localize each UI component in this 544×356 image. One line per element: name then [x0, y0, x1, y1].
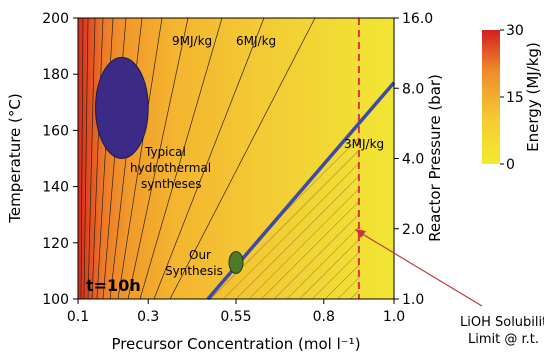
y-axis-ticks: 100 120 140 160 180 200 — [42, 11, 78, 308]
colorbar-ticks: 0 15 30 — [500, 23, 524, 173]
x-tick-label: 1.0 — [383, 309, 405, 325]
y-tick-label: 200 — [42, 11, 69, 27]
contour-line — [83, 18, 89, 299]
right-tick-label: 16.0 — [402, 11, 433, 27]
our-synthesis-label-line2: Synthesis — [165, 264, 223, 278]
right-tick-label: 4.0 — [402, 152, 424, 168]
x-axis-title: Precursor Concentration (mol l⁻¹) — [111, 335, 360, 353]
colorbar-tick-label: 30 — [506, 23, 524, 39]
time-label: t=10h — [86, 276, 141, 295]
contour-line — [139, 18, 223, 299]
solubility-arrow-shaft — [358, 231, 483, 307]
right-tick-label: 1.0 — [402, 292, 424, 308]
contour-label-3: 3MJ/kg — [344, 137, 384, 151]
contour-label-9: 9MJ/kg — [172, 34, 212, 48]
x-tick-label: 0.55 — [220, 309, 251, 325]
plot-area — [77, 17, 396, 301]
contour-line — [127, 18, 189, 299]
y-tick-label: 140 — [42, 180, 69, 196]
x-axis-ticks: 0.1 0.3 0.55 0.8 1.0 — [67, 299, 405, 325]
y-tick-label: 160 — [42, 123, 69, 139]
right-axis-title: Reactor Pressure (bar) — [426, 74, 444, 242]
contour-line — [117, 18, 163, 299]
solubility-label-line1: LiOH Solubility — [460, 315, 544, 330]
our-synthesis-marker — [228, 250, 244, 274]
typical-label-line1: Typical — [144, 145, 186, 159]
x-tick-label: 0.1 — [67, 309, 89, 325]
x-tick-label: 0.8 — [313, 309, 335, 325]
colorbar-tick-label: 0 — [506, 157, 515, 173]
contour-line — [91, 18, 104, 299]
typical-synthesis-region — [95, 56, 149, 159]
colorbar: 0 15 30 Energy (MJ/kg) — [482, 23, 542, 173]
x-tick-label: 0.3 — [137, 309, 159, 325]
y-axis-title: Temperature (°C) — [6, 93, 24, 223]
contour-lines — [80, 18, 316, 299]
typical-label-line2: hydrothermal — [130, 161, 211, 175]
contour-line — [80, 18, 84, 299]
contour-line — [87, 18, 96, 299]
right-tick-label: 8.0 — [402, 81, 424, 97]
our-synthesis-label-line1: Our — [189, 248, 211, 262]
contour-label-6: 6MJ/kg — [236, 34, 276, 48]
contour-line — [153, 18, 265, 299]
colorbar-title: Energy (MJ/kg) — [524, 42, 542, 152]
colorbar-gradient — [482, 30, 500, 164]
solubility-annotation: LiOH Solubility Limit @ r.t. — [355, 229, 544, 347]
y-tick-label: 180 — [42, 67, 69, 83]
contour-line — [109, 18, 143, 299]
right-axis-ticks: 1.0 2.0 4.0 8.0 16.0 — [394, 11, 433, 308]
colorbar-tick-label: 15 — [506, 90, 524, 106]
typical-label-line3: syntheses — [141, 177, 202, 191]
contour-line — [169, 18, 316, 299]
right-tick-label: 2.0 — [402, 222, 424, 238]
solubility-arrow-head — [355, 229, 366, 238]
y-tick-label: 100 — [42, 292, 69, 308]
y-tick-label: 120 — [42, 236, 69, 252]
solubility-label-line2: Limit @ r.t. — [468, 332, 539, 347]
